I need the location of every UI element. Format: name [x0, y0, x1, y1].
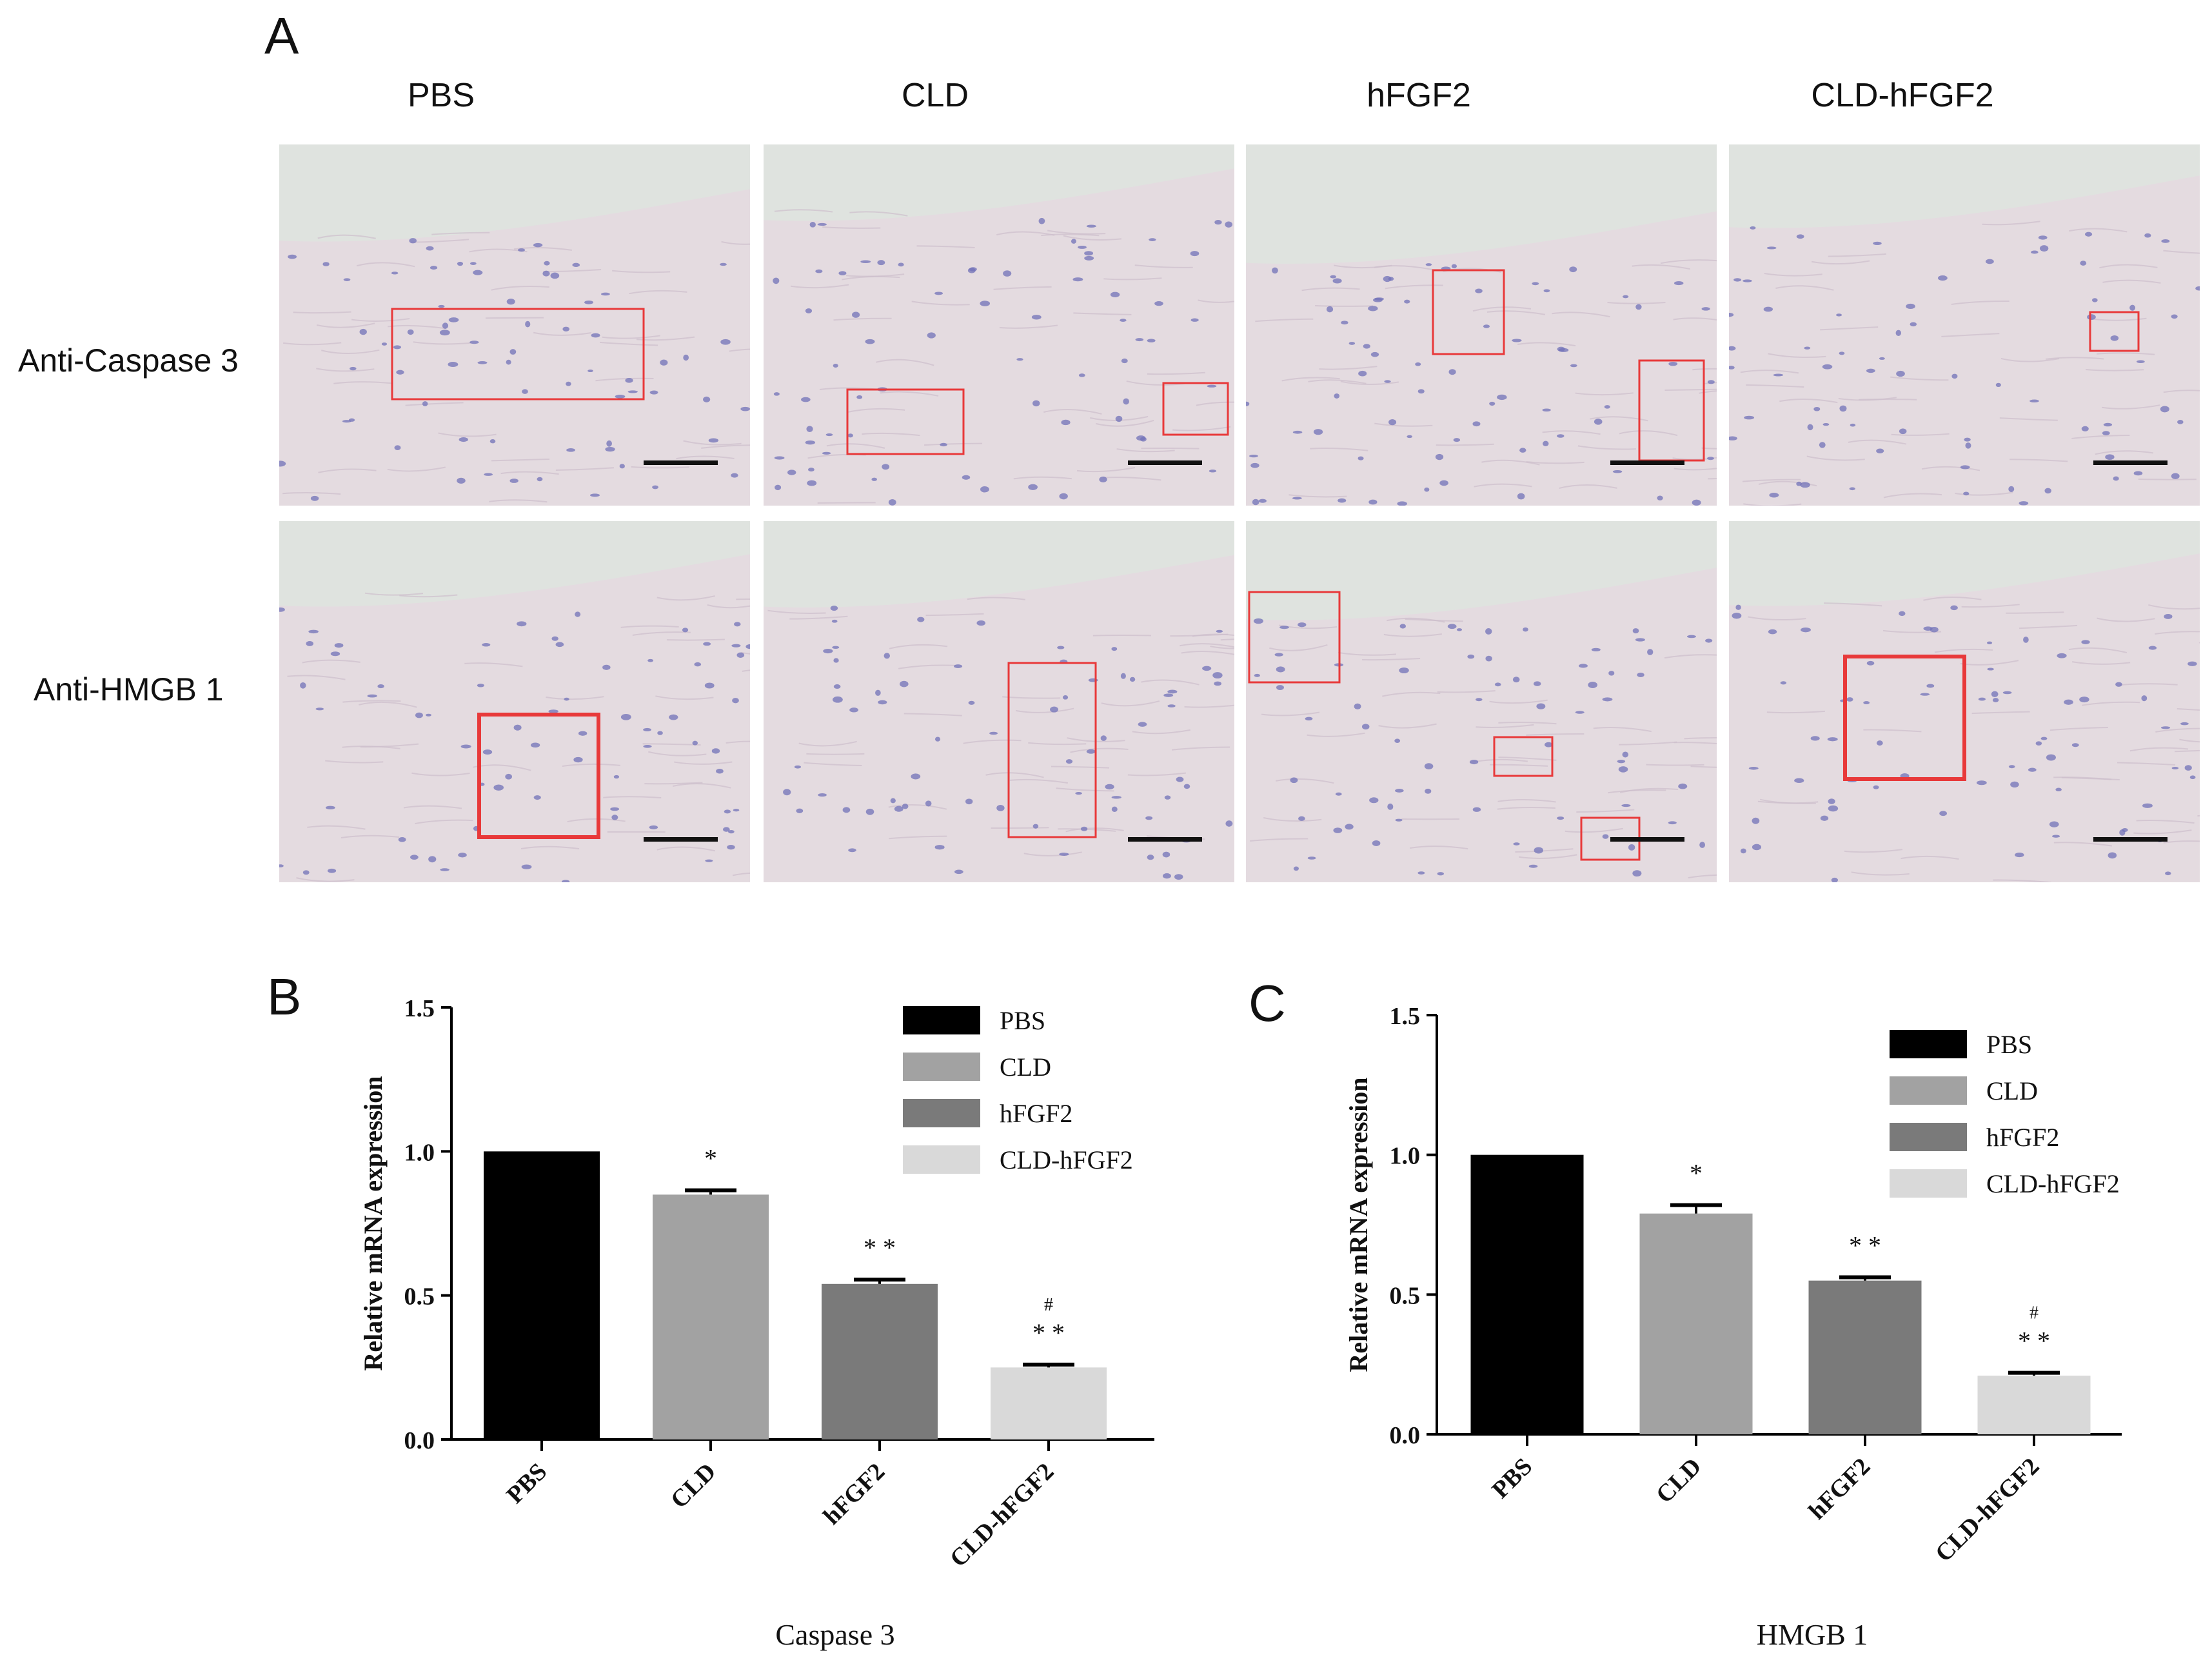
- micrograph-hmgb1-hfgf2: [1246, 521, 1717, 882]
- hmgb1-y-tick-label: 0.0: [1390, 1422, 1421, 1449]
- caspase3-legend-swatch-pbs: [903, 1006, 980, 1034]
- hmgb1-x-tick-label: CLD: [1651, 1453, 1706, 1508]
- hmgb1-significance: * *: [1849, 1231, 1881, 1260]
- hmgb1-y-axis-label: Relative mRNA expression: [1344, 1078, 1373, 1372]
- caspase3-y-tick-label: 1.5: [404, 995, 435, 1022]
- row-label-caspase3: Anti-Caspase 3: [18, 342, 239, 379]
- hmgb1-legend-swatch-pbs: [1890, 1030, 1967, 1058]
- hmgb1-bar-pbs: [1470, 1154, 1584, 1434]
- hmgb1-significance-hash: #: [2029, 1303, 2039, 1323]
- caspase3-x-axis-title: Caspase 3: [775, 1618, 894, 1651]
- hmgb1-bar-hfgf2: [1808, 1280, 1922, 1434]
- hmgb1-legend-swatch-hfgf2: [1890, 1123, 1967, 1151]
- hmgb1-x-tick-label: hFGF2: [1804, 1453, 1876, 1525]
- caspase3-significance-hash: #: [1044, 1295, 1053, 1315]
- caspase3-x-tick-label: hFGF2: [818, 1458, 891, 1530]
- row-label-hmgb1: Anti-HMGB 1: [34, 671, 224, 707]
- hmgb1-legend-swatch-cld: [1890, 1076, 1967, 1105]
- hmgb1-legend-label: CLD-hFGF2: [1986, 1169, 2120, 1198]
- hmgb1-bar-cld-hfgf2: [1977, 1376, 2091, 1434]
- caspase3-y-axis-label: Relative mRNA expression: [359, 1076, 388, 1371]
- hmgb1-x-tick-label: CLD-hFGF2: [1930, 1453, 2044, 1567]
- caspase3-bar-cld-hfgf2: [991, 1367, 1107, 1439]
- caspase3-y-tick-label: 0.5: [404, 1283, 435, 1310]
- caspase3-significance: * *: [864, 1233, 896, 1262]
- column-label-cld-hfgf2: CLD-hFGF2: [1811, 77, 1994, 114]
- caspase3-bar-pbs: [484, 1151, 600, 1439]
- caspase3-significance: * *: [1032, 1318, 1065, 1347]
- caspase3-x-tick-label: PBS: [501, 1458, 552, 1509]
- hmgb1-x-tick-label: PBS: [1486, 1453, 1537, 1504]
- caspase3-legend-swatch-hfgf2: [903, 1099, 980, 1127]
- hmgb1-legend-swatch-cld-hfgf2: [1890, 1169, 1967, 1198]
- micrograph-hmgb1-pbs: [279, 521, 750, 882]
- hmgb1-significance: * *: [2018, 1327, 2050, 1356]
- panel-label-c: C: [1249, 974, 1286, 1032]
- caspase3-bar-cld: [653, 1194, 769, 1439]
- hmgb1-significance: *: [1690, 1159, 1703, 1188]
- column-label-cld: CLD: [901, 77, 969, 114]
- hmgb1-legend-label: CLD: [1986, 1076, 2038, 1105]
- micrograph-hmgb1-cld: [764, 521, 1234, 882]
- hmgb1-legend-label: hFGF2: [1986, 1123, 2059, 1152]
- caspase3-legend-swatch-cld-hfgf2: [903, 1145, 980, 1174]
- caspase3-legend-label: CLD-hFGF2: [1000, 1145, 1133, 1174]
- micrograph-caspase3-hfgf2: [1246, 144, 1717, 506]
- caspase3-y-tick-label: 0.0: [404, 1427, 435, 1454]
- caspase3-bar-hfgf2: [822, 1283, 938, 1439]
- caspase3-significance: *: [704, 1144, 717, 1173]
- caspase3-y-tick-label: 1.0: [404, 1139, 435, 1166]
- hmgb1-y-tick-label: 1.0: [1390, 1143, 1421, 1170]
- micrograph-caspase3-pbs: [279, 144, 750, 506]
- column-label-hfgf2: hFGF2: [1367, 77, 1471, 114]
- caspase3-legend-label: hFGF2: [1000, 1099, 1072, 1128]
- micrograph-caspase3-cld-hfgf2: [1729, 144, 2200, 506]
- hmgb1-y-tick-label: 1.5: [1390, 1003, 1421, 1030]
- micrograph-caspase3-cld: [764, 144, 1234, 506]
- column-label-pbs: PBS: [407, 77, 475, 114]
- micrograph-hmgb1-cld-hfgf2: [1729, 521, 2200, 882]
- caspase3-legend-label: CLD: [1000, 1053, 1051, 1082]
- panel-label-a: A: [264, 7, 299, 64]
- hmgb1-x-axis-title: HMGB 1: [1757, 1618, 1868, 1651]
- hmgb1-legend-label: PBS: [1986, 1030, 2032, 1059]
- caspase3-x-tick-label: CLD: [666, 1458, 721, 1514]
- panel-label-b: B: [267, 968, 302, 1025]
- hmgb1-bar-cld: [1639, 1213, 1753, 1434]
- caspase3-x-tick-label: CLD-hFGF2: [945, 1458, 1059, 1572]
- caspase3-legend-label: PBS: [1000, 1006, 1045, 1035]
- caspase3-legend-swatch-cld: [903, 1053, 980, 1081]
- hmgb1-y-tick-label: 0.5: [1390, 1282, 1421, 1309]
